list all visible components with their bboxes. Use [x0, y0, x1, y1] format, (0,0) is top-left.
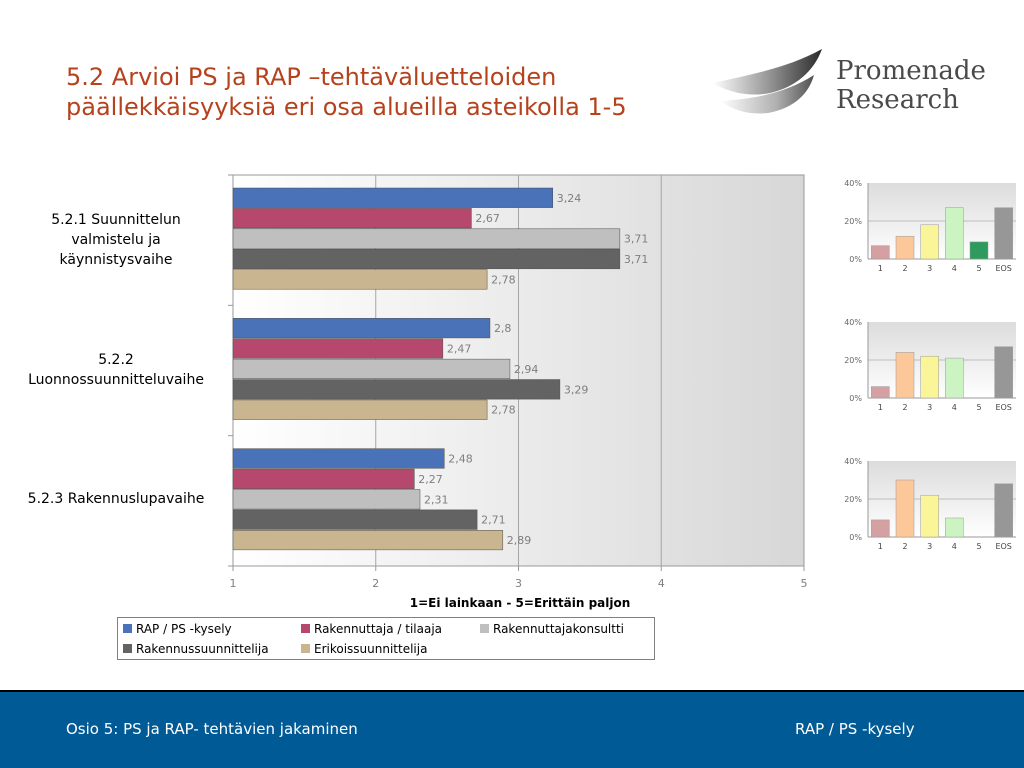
bar-value-label: 2,48: [448, 452, 473, 465]
bar-3-1: [232, 448, 445, 469]
x-tick-label: 1: [230, 577, 237, 590]
bar-value-label: 2,67: [475, 212, 500, 225]
x-tick-label: 2: [372, 577, 379, 590]
x-tick-label: 4: [658, 577, 665, 590]
logo-line-2: Research: [836, 85, 959, 115]
logo-wordmark: Promenade Research: [836, 57, 986, 115]
category-label-3-line-1: 5.2.3 Rakennuslupavaihe: [27, 491, 205, 507]
category-label-1-line-3: käynnistysvaihe: [59, 252, 173, 268]
category-label-2: 5.2.2 Luonnossuunnitteluvaihe: [10, 350, 222, 390]
logo-swoosh-icon: [712, 49, 822, 114]
bar-1-5: [232, 269, 488, 290]
bar-value-label: 3,24: [557, 192, 582, 205]
legend-swatch-3: [480, 624, 489, 633]
bar-1-2: [232, 208, 472, 229]
legend-item-5: Erikoissuunnittelija: [301, 641, 427, 657]
legend-swatch-1: [123, 624, 132, 633]
bar-value-label: 2,89: [507, 534, 532, 547]
bar-value-label: 3,71: [624, 253, 649, 266]
bar-value-label: 2,8: [494, 322, 512, 335]
bar-1-3: [232, 228, 621, 249]
category-label-1: 5.2.1 Suunnittelun valmistelu ja käynnis…: [10, 210, 222, 270]
x-axis-title: 1=Ei lainkaan - 5=Erittäin paljon: [409, 596, 631, 610]
footer-survey-label: RAP / PS -kysely: [795, 720, 915, 738]
slide-title-line-2: päällekkäisyyksiä eri osa alueilla astei…: [66, 93, 627, 121]
chart-legend: RAP / PS -kysely Rakennuttaja / tilaaja …: [117, 617, 655, 660]
legend-label-3: Rakennuttajakonsultti: [493, 622, 625, 636]
legend-swatch-2: [301, 624, 310, 633]
legend-item-1: RAP / PS -kysely: [123, 621, 232, 637]
bar-value-label: 2,31: [424, 493, 449, 506]
x-tick-label: 5: [801, 577, 808, 590]
category-label-1-line-1: 5.2.1 Suunnittelun: [51, 212, 181, 228]
slide-title: 5.2 Arvioi PS ja RAP –tehtäväluetteloide…: [66, 62, 706, 122]
bar-1-1: [232, 187, 554, 208]
bar-2-2: [232, 338, 444, 359]
bar-value-label: 2,94: [514, 363, 539, 376]
bar-value-label: 3,29: [564, 383, 589, 396]
bar-value-label: 3,71: [624, 233, 649, 246]
category-label-3: 5.2.3 Rakennuslupavaihe: [10, 489, 222, 509]
legend-label-4: Rakennussuunnittelija: [136, 642, 269, 656]
logo-line-1: Promenade: [836, 56, 986, 86]
legend-item-3: Rakennuttajakonsultti: [480, 621, 624, 637]
bar-3-5: [232, 530, 504, 551]
bar-2-3: [232, 358, 511, 379]
main-bar-chart: 1 2 3 4 5 3,24 2,67 3,71 3,71 2,78 2,8 2,47 2,94 3,29…: [228, 174, 808, 590]
bar-3-4: [232, 509, 478, 530]
legend-label-5: Erikoissuunnittelija: [314, 642, 428, 656]
bar-2-5: [232, 399, 488, 420]
slide-title-line-1: 5.2 Arvioi PS ja RAP –tehtäväluetteloide…: [66, 63, 557, 91]
bar-2-4: [232, 379, 561, 400]
company-logo: Promenade Research: [710, 45, 1010, 130]
bar-3-2: [232, 468, 415, 489]
legend-swatch-5: [301, 644, 310, 653]
footer-section-label: Osio 5: PS ja RAP- tehtävien jakaminen: [66, 720, 358, 738]
bar-1-4: [232, 248, 621, 270]
bar-value-label: 2,78: [491, 273, 515, 286]
bar-value-label: 2,27: [418, 473, 443, 486]
legend-item-2: Rakennuttaja / tilaaja: [301, 621, 442, 637]
category-label-2-line-2: Luonnossuunnitteluvaihe: [28, 372, 204, 388]
footer-bar: Osio 5: PS ja RAP- tehtävien jakaminen R…: [0, 690, 1024, 768]
category-label-1-line-2: valmistelu ja: [71, 232, 161, 248]
bar-value-label: 2,71: [481, 514, 506, 527]
x-tick-label: 3: [515, 577, 522, 590]
bar-2-1: [232, 318, 491, 339]
bar-3-3: [232, 489, 421, 510]
legend-label-1: RAP / PS -kysely: [136, 622, 232, 636]
category-label-2-line-1: 5.2.2: [98, 352, 134, 368]
legend-item-4: Rakennussuunnittelija: [123, 641, 269, 657]
bar-value-label: 2,47: [447, 343, 472, 356]
legend-label-2: Rakennuttaja / tilaaja: [314, 622, 443, 636]
bar-value-label: 2,78: [491, 404, 515, 417]
legend-swatch-4: [123, 644, 132, 653]
